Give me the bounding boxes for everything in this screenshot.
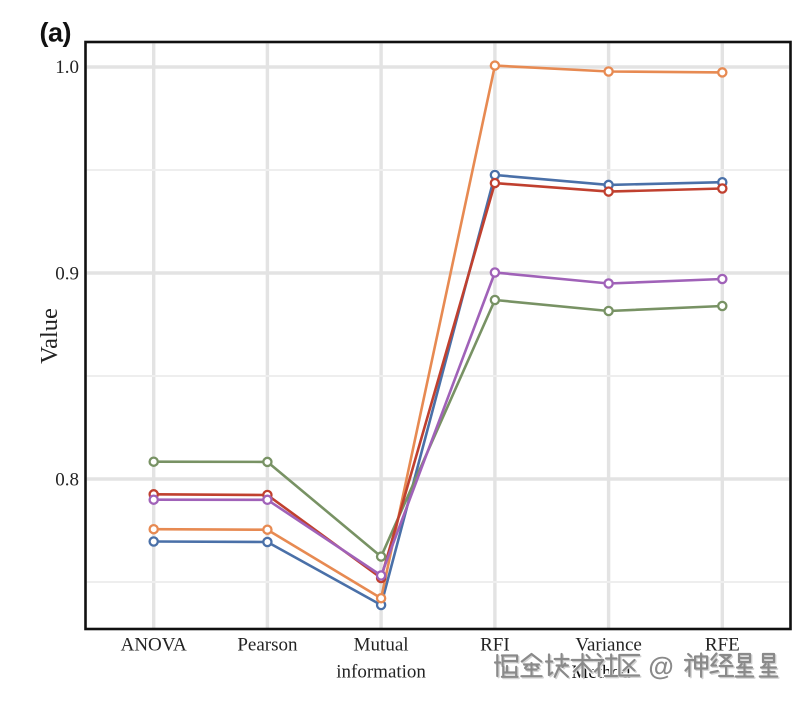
svg-text:0.9: 0.9: [55, 263, 79, 284]
svg-text:Variance: Variance: [575, 635, 641, 656]
svg-text:(a): (a): [40, 18, 72, 48]
svg-text:0.8: 0.8: [55, 469, 79, 490]
svg-text:Value: Value: [36, 308, 63, 364]
svg-text:@: @: [648, 651, 673, 681]
svg-text:@: @: [648, 651, 673, 681]
svg-text:RFE: RFE: [705, 635, 740, 656]
svg-text:ANOVA: ANOVA: [121, 635, 187, 656]
svg-text:Pearson: Pearson: [237, 635, 298, 656]
svg-text:Mutual: Mutual: [354, 635, 409, 656]
svg-text:1.0: 1.0: [55, 57, 79, 78]
svg-text:RFI: RFI: [480, 635, 510, 656]
svg-text:information: information: [336, 662, 426, 683]
